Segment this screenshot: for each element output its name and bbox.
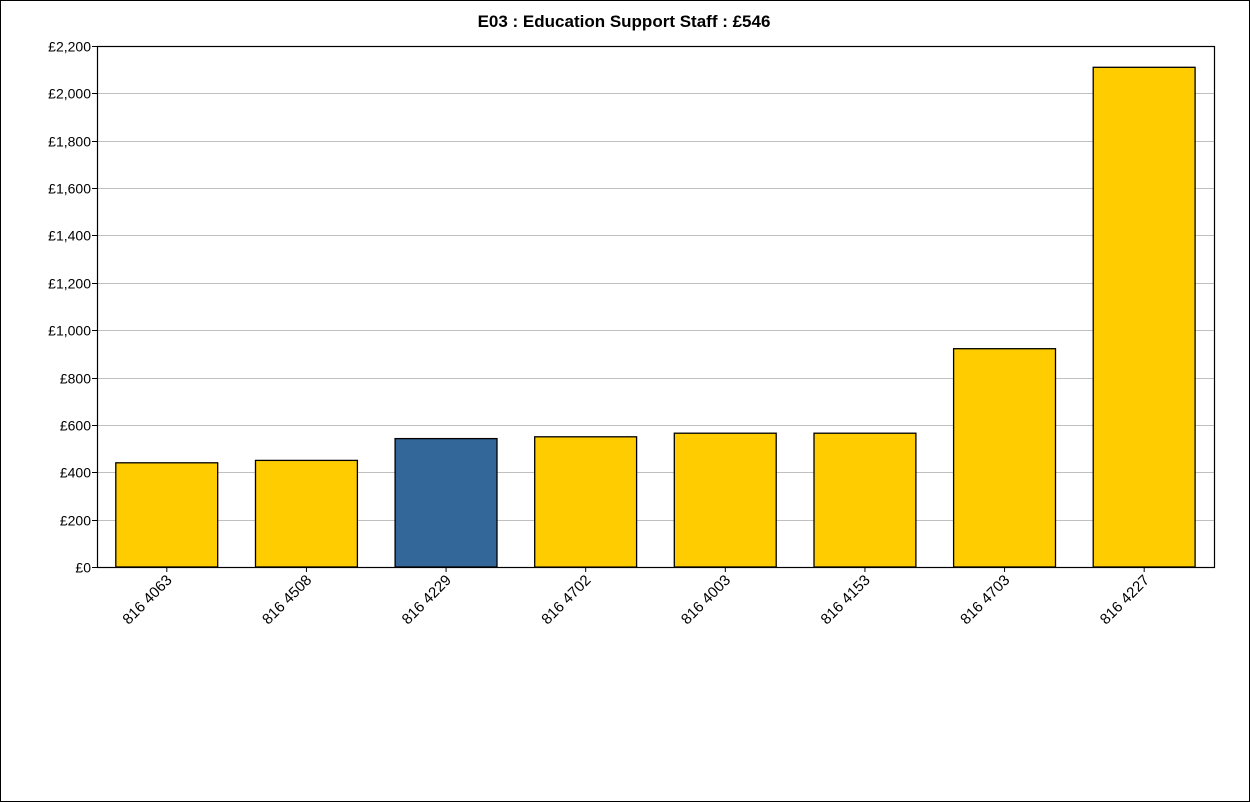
y-tick-label: £0 bbox=[75, 560, 91, 576]
x-tick-label: 816 4229 bbox=[399, 572, 455, 628]
y-tick-label: £1,600 bbox=[48, 181, 91, 197]
y-axis-ticks: £0 £200 £400 £600 £800 £1,000 £1,200 £1,400 £1,6… bbox=[48, 39, 97, 576]
x-tick-label: 816 4508 bbox=[259, 572, 315, 628]
y-tick-label: £400 bbox=[60, 465, 91, 481]
y-tick-label: £800 bbox=[60, 371, 91, 387]
x-tick-label: 816 4227 bbox=[1097, 572, 1153, 628]
y-tick-label: £1,000 bbox=[48, 323, 91, 339]
y-tick-label: £1,200 bbox=[48, 276, 91, 292]
bar-816-4508 bbox=[254, 459, 359, 568]
bar-816-4703 bbox=[952, 348, 1057, 568]
y-tick-label: £1,400 bbox=[48, 228, 91, 244]
chart-title: E03 : Education Support Staff : £546 bbox=[478, 12, 771, 31]
y-tick-label: £2,000 bbox=[48, 86, 91, 102]
x-axis-ticks: 816 4063 816 4508 816 4229 816 4702 816 4003… bbox=[119, 567, 1153, 628]
bar-816-4702 bbox=[534, 436, 638, 568]
x-tick-label: 816 4153 bbox=[817, 572, 873, 628]
x-tick-label: 816 4003 bbox=[678, 572, 734, 628]
bar-816-4227 bbox=[1092, 66, 1196, 568]
bar-816-4003 bbox=[673, 432, 777, 568]
bar-816-4153 bbox=[813, 432, 917, 568]
x-tick-label: 816 4063 bbox=[119, 572, 175, 628]
y-tick-label: £1,800 bbox=[48, 134, 91, 150]
axes bbox=[96, 45, 1216, 569]
plot-area-border bbox=[96, 45, 1216, 569]
bar-816-4229 bbox=[394, 437, 498, 568]
x-tick-label: 816 4702 bbox=[538, 572, 594, 628]
y-tick-label: £200 bbox=[60, 513, 91, 529]
x-tick-label: 816 4703 bbox=[957, 572, 1013, 628]
y-tick-label: £600 bbox=[60, 418, 91, 434]
bar-816-4063 bbox=[115, 462, 219, 568]
bars bbox=[115, 66, 1196, 568]
y-tick-label: £2,200 bbox=[48, 39, 91, 55]
